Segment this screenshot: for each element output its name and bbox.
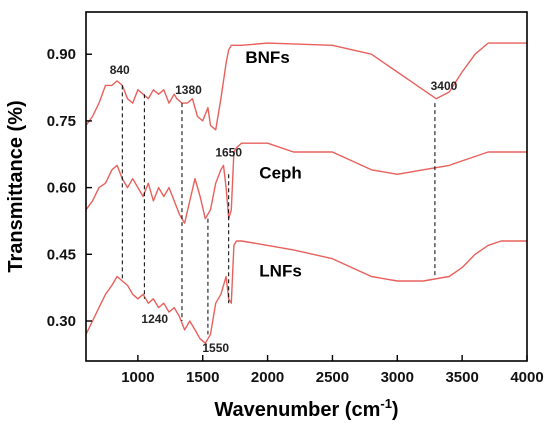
y-tick-label: 0.30 [47,313,76,330]
peak-label: 1240 [141,312,168,326]
series-line-ceph [85,142,527,224]
x-tick-label: 4000 [510,369,543,386]
series-layer [85,42,527,344]
y-tick-label: 0.60 [47,180,76,197]
series-label-lnfs: LNFs [259,262,302,281]
y-tick-label: 0.75 [47,113,76,130]
y-tick-label: 0.45 [47,246,76,263]
peak-label: 1380 [175,83,202,97]
y-tick-label: 0.90 [47,46,76,63]
x-tick-label: 3500 [445,369,478,386]
plot-frame [85,11,528,362]
series-label-ceph: Ceph [259,164,302,183]
x-tick-label: 2500 [316,369,349,386]
peak-label: 1650 [215,145,242,159]
peak-label: 3400 [431,79,458,93]
x-tick-label: 3000 [381,369,414,386]
series-line-lnfs [85,240,527,344]
x-axis-title: Wavenumber (cm-1) [214,396,398,421]
series-line-bnfs [85,42,527,131]
y-axis-title: Transmittance (%) [5,100,27,272]
x-axis-title-superscript: -1 [380,396,392,411]
x-tick-label: 2000 [251,369,284,386]
peak-marker-layer [121,85,436,335]
x-tick-label: 1500 [186,369,219,386]
axis-layer: 1000 1500 2000 2500 3000 3500 4000 0.30 0.45 0.60… [47,46,544,386]
x-axis-title-main: Wavenumber (cm [214,399,380,421]
series-label-bnfs: BNFs [245,48,289,67]
peak-label: 840 [110,63,130,77]
peak-label: 1550 [202,341,229,355]
x-tick-label: 1000 [121,369,154,386]
annotation-layer: BNFs Ceph LNFs 840 1380 1650 3400 1240 1550 [110,48,458,355]
x-axis-title-suffix: ) [392,399,399,421]
